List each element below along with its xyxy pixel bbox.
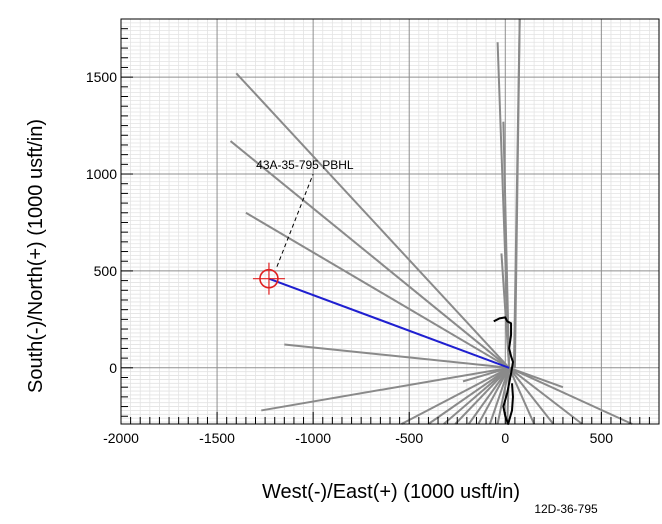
offset-well-line	[427, 366, 510, 425]
y-tick-label: 0	[109, 360, 117, 376]
x-tick-label: -1500	[199, 430, 235, 446]
x-axis-label: West(-)/East(+) (1000 usft/in)	[262, 481, 520, 503]
x-tick-label: 500	[590, 430, 614, 446]
offset-wells	[229, 18, 633, 425]
target-marker	[252, 173, 314, 295]
offset-well-line	[508, 366, 564, 389]
y-tick-label: 500	[94, 263, 118, 279]
axis-ticks	[120, 18, 660, 424]
offset-well-line	[508, 367, 583, 425]
target-label: 43A-35-795 PBHL	[256, 158, 354, 172]
offset-well-line	[284, 343, 510, 369]
offset-well-line	[229, 140, 510, 369]
offset-well-line	[454, 367, 510, 425]
offset-well-line	[401, 366, 510, 425]
offset-well-line	[245, 211, 510, 369]
offset-well-line	[462, 366, 510, 383]
offset-well-line	[496, 367, 511, 425]
planned-wellpath	[268, 277, 510, 369]
offset-well-line	[261, 366, 510, 412]
x-tick-label: -500	[395, 430, 423, 446]
target-leader-line	[276, 173, 314, 267]
tick-labels: -2000 -1500 -1000 -500 0 500 0 500 1000 1500	[86, 69, 613, 446]
offset-well-line	[508, 366, 633, 425]
offset-well-line	[513, 18, 521, 368]
offset-well-line	[488, 367, 511, 425]
offset-well-line	[467, 367, 510, 425]
offset-well-line	[508, 367, 555, 425]
planned-wellpath-line	[268, 277, 510, 369]
offset-well-line	[500, 253, 511, 368]
offset-well-line	[506, 367, 511, 425]
offset-well-line	[235, 72, 510, 369]
offset-well-line	[443, 367, 510, 425]
minor-grid	[121, 18, 660, 424]
x-tick-label: 0	[501, 430, 509, 446]
x-tick-label: -1000	[295, 430, 331, 446]
offset-well-line	[502, 121, 511, 368]
footer-label: 12D-36-795	[534, 502, 598, 516]
y-tick-label: 1000	[86, 166, 117, 182]
y-tick-label: 1500	[86, 69, 117, 85]
offset-well-line	[477, 367, 511, 425]
y-axis-label: South(-)/North(+) (1000 usft/in)	[25, 119, 47, 393]
offset-well-line	[508, 367, 536, 425]
plot-frame	[120, 18, 660, 425]
x-tick-label: -2000	[103, 430, 139, 446]
